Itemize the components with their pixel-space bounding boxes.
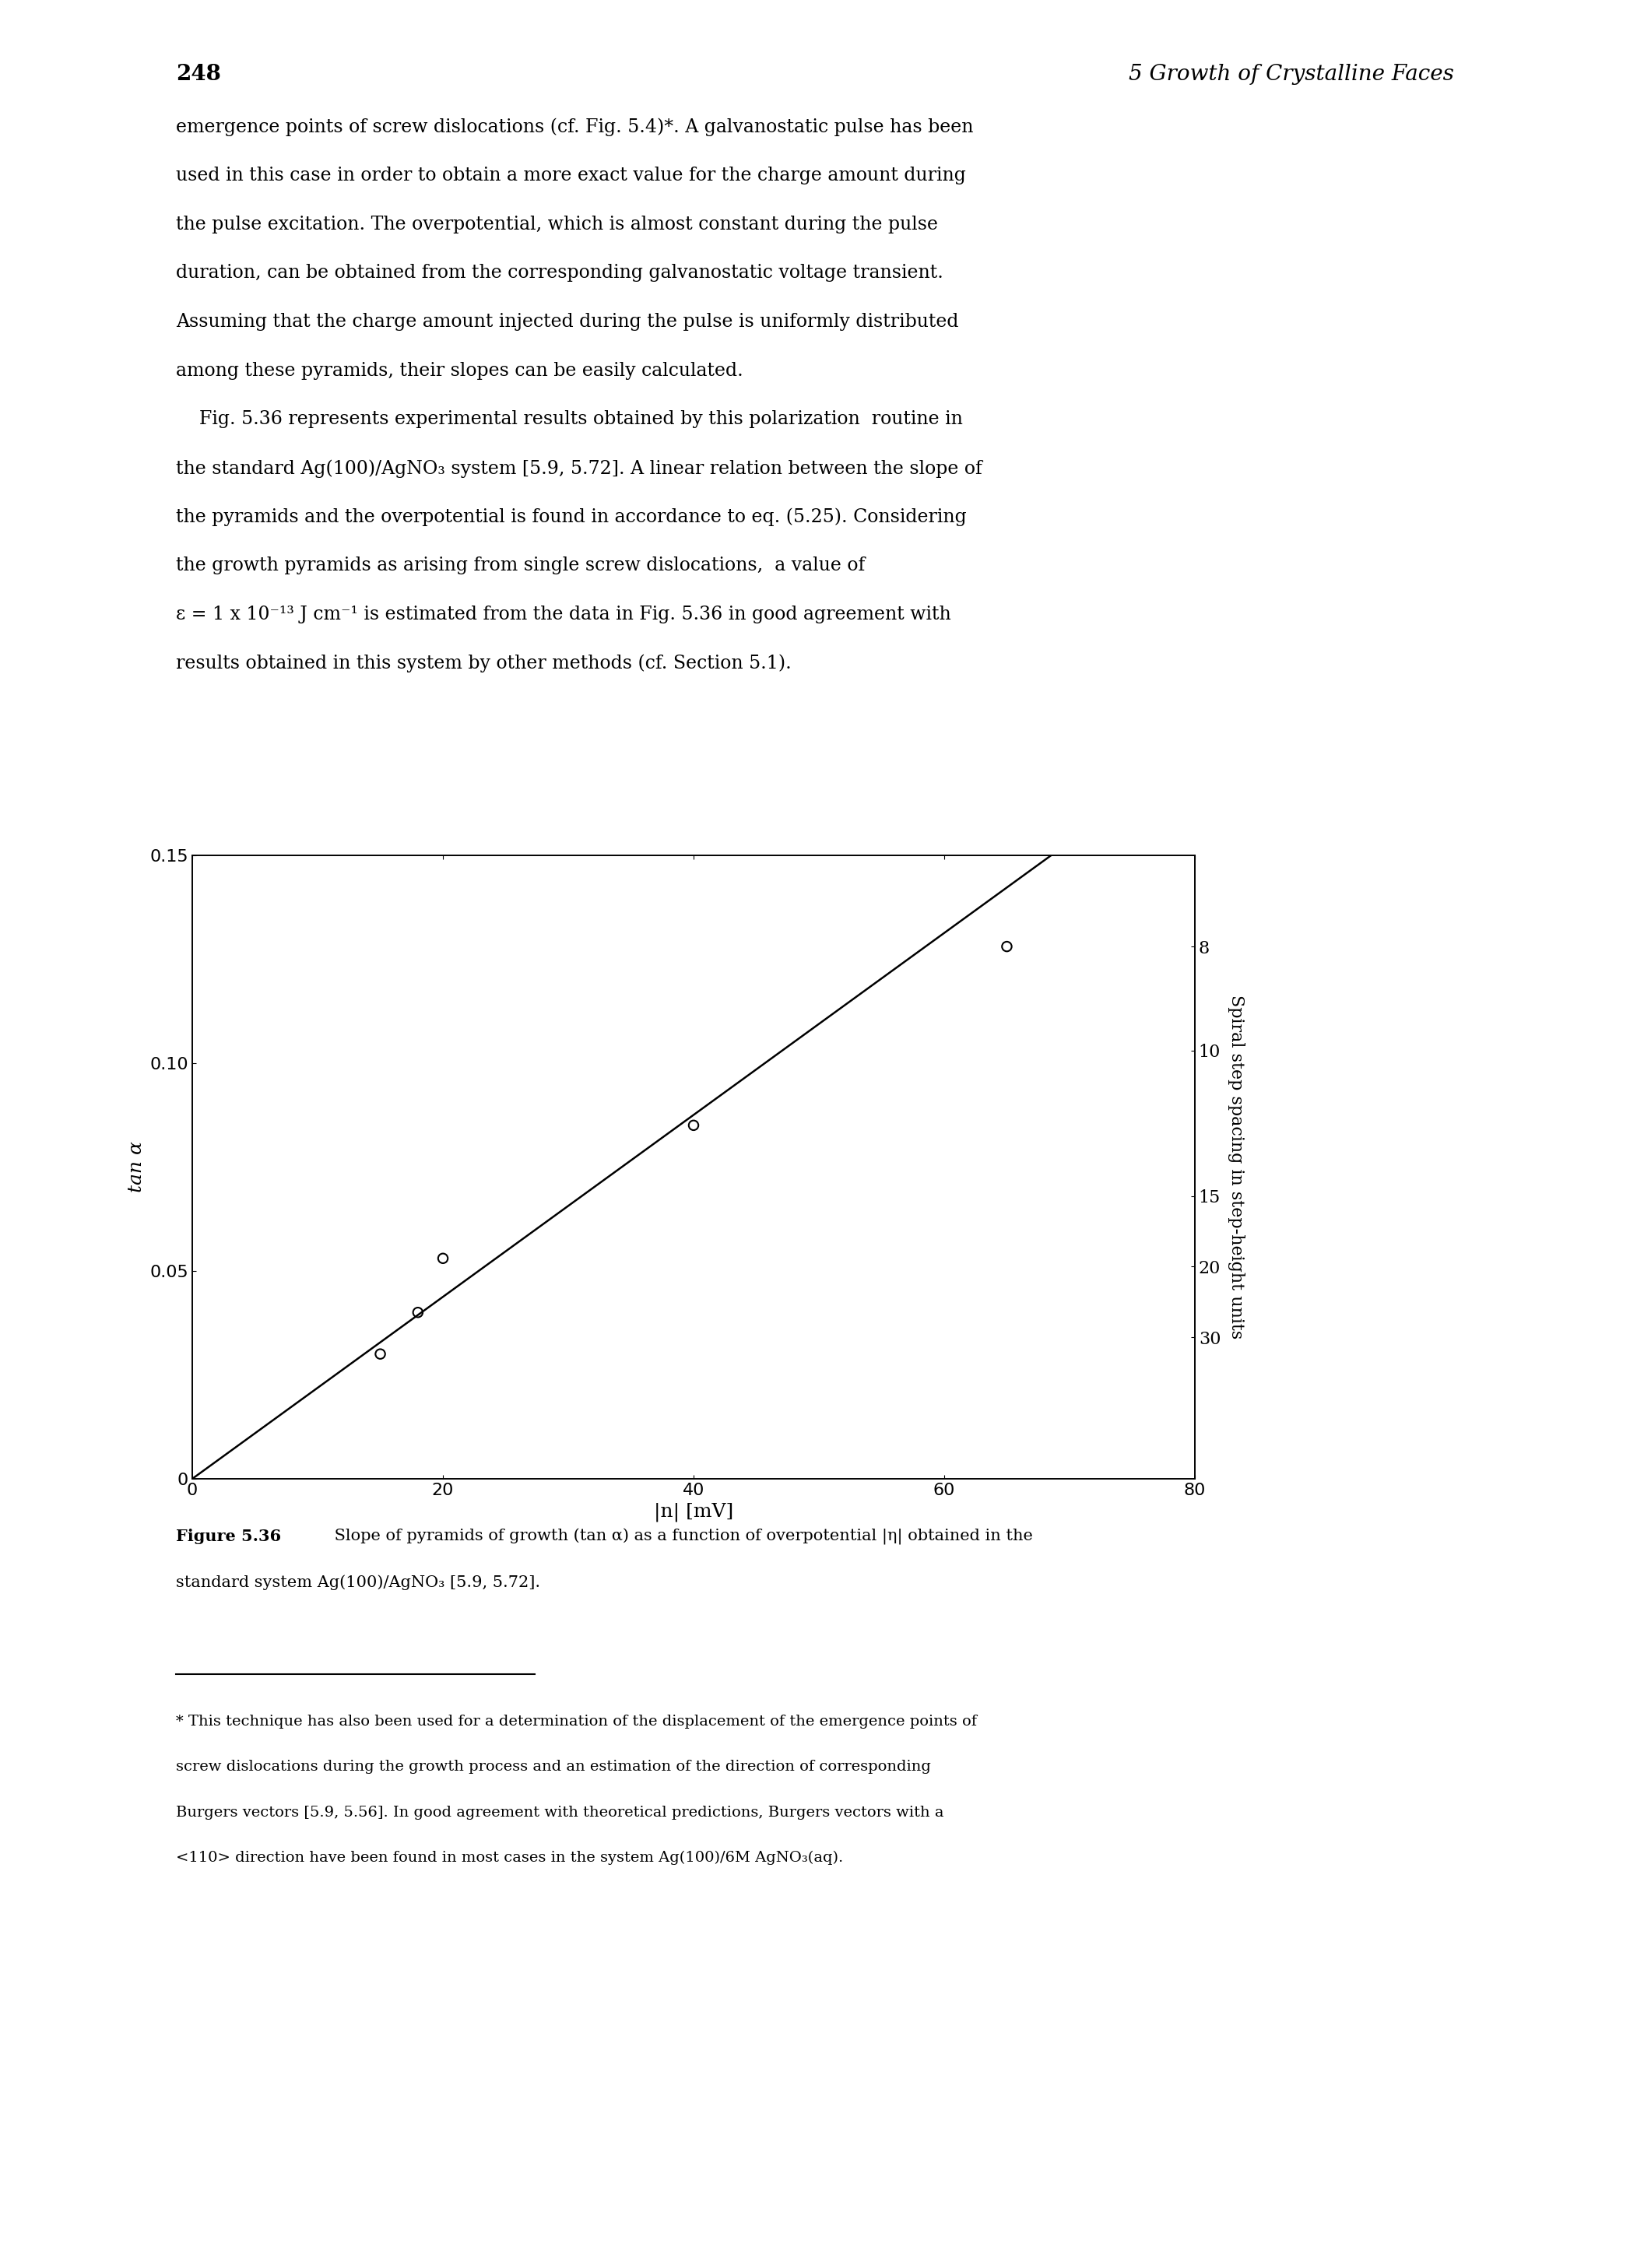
Text: the growth pyramids as arising from single screw dislocations,  a value of: the growth pyramids as arising from sing… (176, 558, 866, 574)
X-axis label: |n| [mV]: |n| [mV] (654, 1501, 734, 1522)
Point (994, 928, 1020, 964)
Text: Burgers vectors [5.9, 5.56]. In good agreement with theoretical predictions, Bur: Burgers vectors [5.9, 5.56]. In good agr… (176, 1805, 944, 1819)
Text: the pulse excitation. The overpotential, which is almost constant during the pul: the pulse excitation. The overpotential,… (176, 215, 939, 234)
Point (430, 1241, 456, 1277)
Point (404, 1295, 430, 1331)
Text: ε = 1 x 10⁻¹³ J cm⁻¹ is estimated from the data in Fig. 5.36 in good agreement w: ε = 1 x 10⁻¹³ J cm⁻¹ is estimated from t… (176, 606, 952, 624)
Text: 248: 248 (176, 64, 222, 84)
Text: among these pyramids, their slopes can be easily calculated.: among these pyramids, their slopes can b… (176, 361, 743, 379)
Point (367, 1336, 393, 1372)
Text: the pyramids and the overpotential is found in accordance to eq. (5.25). Conside: the pyramids and the overpotential is fo… (176, 508, 967, 526)
Text: Figure 5.36: Figure 5.36 (176, 1529, 282, 1545)
Text: standard system Ag(100)/AgNO₃ [5.9, 5.72].: standard system Ag(100)/AgNO₃ [5.9, 5.72… (176, 1574, 541, 1590)
Y-axis label: tan α: tan α (127, 1141, 145, 1193)
Text: <110> direction have been found in most cases in the system Ag(100)/6M AgNO₃(aq): <110> direction have been found in most … (176, 1851, 843, 1864)
Text: screw dislocations during the growth process and an estimation of the direction : screw dislocations during the growth pro… (176, 1760, 931, 1774)
Text: used in this case in order to obtain a more exact value for the charge amount du: used in this case in order to obtain a m… (176, 168, 967, 184)
Text: duration, can be obtained from the corresponding galvanostatic voltage transient: duration, can be obtained from the corre… (176, 265, 944, 281)
Text: Fig. 5.36 represents experimental results obtained by this polarization  routine: Fig. 5.36 represents experimental result… (176, 411, 963, 429)
Point (681, 1107, 707, 1143)
Y-axis label: Spiral step spacing in step-height units: Spiral step spacing in step-height units (1227, 996, 1245, 1338)
Text: emergence points of screw dislocations (cf. Fig. 5.4)*. A galvanostatic pulse ha: emergence points of screw dislocations (… (176, 118, 973, 136)
Text: * This technique has also been used for a determination of the displacement of t: * This technique has also been used for … (176, 1715, 976, 1728)
Text: results obtained in this system by other methods (cf. Section 5.1).: results obtained in this system by other… (176, 653, 792, 674)
Text: the standard Ag(100)/AgNO₃ system [5.9, 5.72]. A linear relation between the slo: the standard Ag(100)/AgNO₃ system [5.9, … (176, 458, 983, 479)
Text: Slope of pyramids of growth (tan α) as a function of overpotential |η| obtained : Slope of pyramids of growth (tan α) as a… (329, 1529, 1033, 1545)
Text: Assuming that the charge amount injected during the pulse is uniformly distribut: Assuming that the charge amount injected… (176, 313, 958, 331)
Text: 5 Growth of Crystalline Faces: 5 Growth of Crystalline Faces (1128, 64, 1454, 84)
